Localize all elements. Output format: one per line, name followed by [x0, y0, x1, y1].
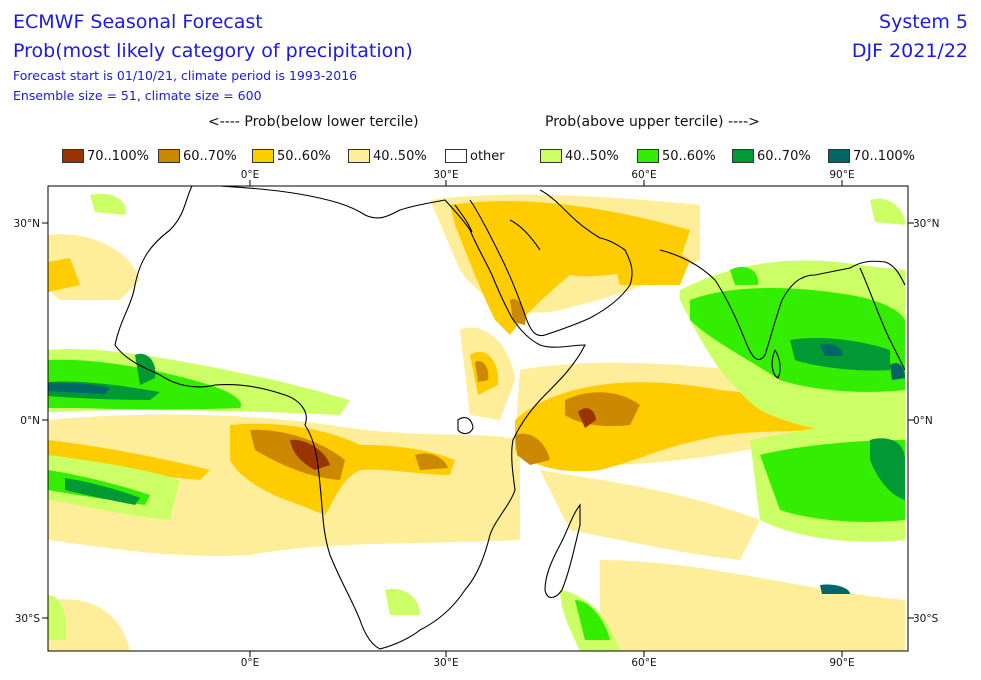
legend-item: 40..50% [540, 146, 619, 166]
lon-tick-label: 90°E [829, 657, 854, 669]
legend-above-heading: Prob(above upper tercile) ----> [545, 114, 760, 130]
legend-label: 60..70% [757, 148, 811, 164]
legend-label: 70..100% [87, 148, 149, 164]
legend-swatch [540, 149, 562, 163]
africa-coastline [114, 186, 586, 650]
legend-item: 50..60% [637, 146, 716, 166]
legend-label: other [470, 148, 505, 164]
legend-item: 60..70% [732, 146, 811, 166]
lon-tick-label: 0°E [241, 657, 260, 669]
arabia-coastline [469, 189, 633, 337]
map-title: ECMWF Seasonal Forecast [13, 11, 263, 33]
ensemble-size-info: Ensemble size = 51, climate size = 600 [13, 88, 262, 103]
legend-swatch [445, 149, 467, 163]
lat-tick-label: 30°N [14, 218, 40, 230]
legend-label: 40..50% [373, 148, 427, 164]
legend-label: 50..60% [277, 148, 331, 164]
lon-tick-label: 60°E [631, 657, 656, 669]
legend-item: 50..60% [252, 146, 331, 166]
legend-swatch [252, 149, 274, 163]
legend-below-heading: <---- Prob(below lower tercile) [208, 114, 419, 130]
legend-swatch [732, 149, 754, 163]
lon-tick-label: 60°E [631, 169, 656, 181]
legend-swatch [348, 149, 370, 163]
lat-tick-label: 0°N [20, 415, 40, 427]
lake-victoria [457, 417, 474, 435]
coastlines [114, 186, 906, 650]
legend-swatch [637, 149, 659, 163]
legend-label: 70..100% [853, 148, 915, 164]
lon-tick-label: 90°E [829, 169, 854, 181]
india-coastline [659, 249, 906, 360]
legend-item: 70..100% [828, 146, 915, 166]
legend-label: 50..60% [662, 148, 716, 164]
season-label: DJF 2021/22 [851, 40, 968, 62]
legend-swatch [62, 149, 84, 163]
legend-label: 40..50% [565, 148, 619, 164]
lat-tick-label: 30°S [15, 613, 41, 625]
lat-tick-label: 30°N [913, 218, 939, 230]
tick-marks [42, 180, 914, 657]
below-70-100-areas [290, 408, 596, 470]
legend-item: 70..100% [62, 146, 149, 166]
map-subtitle: Prob(most likely category of precipitati… [13, 40, 413, 62]
legend-label: 60..70% [183, 148, 237, 164]
lat-tick-label: 30°S [913, 613, 939, 625]
legend-swatch [828, 149, 850, 163]
red-sea-gulf [454, 204, 541, 251]
legend: 70..100% 60..70% 50..60% 40..50% other 4… [0, 146, 981, 166]
se-asia-coastline [771, 267, 906, 379]
legend-swatch [158, 149, 180, 163]
lon-tick-label: 30°E [433, 657, 458, 669]
system-label: System 5 [879, 11, 968, 33]
lon-tick-label: 30°E [433, 169, 458, 181]
lon-tick-label: 0°E [241, 169, 260, 181]
above-70-100-areas [48, 344, 905, 594]
legend-item: other [445, 146, 505, 166]
legend-item: 40..50% [348, 146, 427, 166]
below-50-60-areas [48, 201, 825, 515]
madagascar-coastline [544, 503, 581, 599]
probability-field [48, 193, 905, 651]
forecast-start-info: Forecast start is 01/10/21, climate peri… [13, 68, 358, 83]
lat-tick-label: 0°N [913, 415, 933, 427]
legend-item: 60..70% [158, 146, 237, 166]
map-frame [47, 185, 909, 652]
